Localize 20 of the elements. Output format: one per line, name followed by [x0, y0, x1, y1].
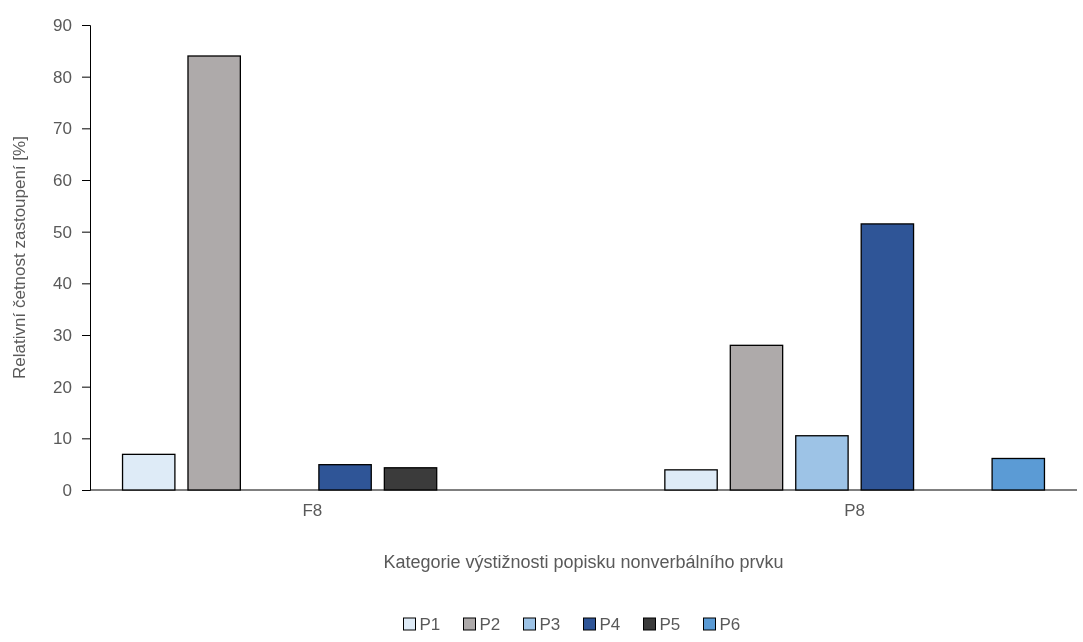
- legend-label: P5: [659, 615, 681, 634]
- legend-label: P1: [419, 615, 441, 634]
- y-tick-label: 40: [53, 274, 72, 294]
- x-axis-title: Kategorie výstižnosti popisku nonverbálního prvku: [383, 552, 784, 572]
- legend-label: P2: [479, 615, 501, 634]
- y-tick-label: 80: [53, 67, 72, 87]
- legend-label: P3: [539, 615, 561, 634]
- y-tick-label: 90: [53, 15, 72, 35]
- y-tick-label: 30: [53, 325, 72, 345]
- legend-label: P6: [719, 615, 741, 634]
- legend-label: P4: [599, 615, 621, 634]
- y-tick-label: 0: [62, 480, 72, 500]
- y-tick-label: 70: [53, 119, 72, 139]
- y-tick-label: 20: [53, 377, 72, 397]
- x-tick-label: P8: [844, 501, 866, 521]
- y-tick-label: 10: [53, 429, 72, 449]
- y-axis-title: Relativní četnost zastoupení [%]: [10, 136, 29, 379]
- x-tick-label: F8: [302, 501, 323, 521]
- y-tick-label: 60: [53, 170, 72, 190]
- y-tick-label: 50: [53, 222, 72, 242]
